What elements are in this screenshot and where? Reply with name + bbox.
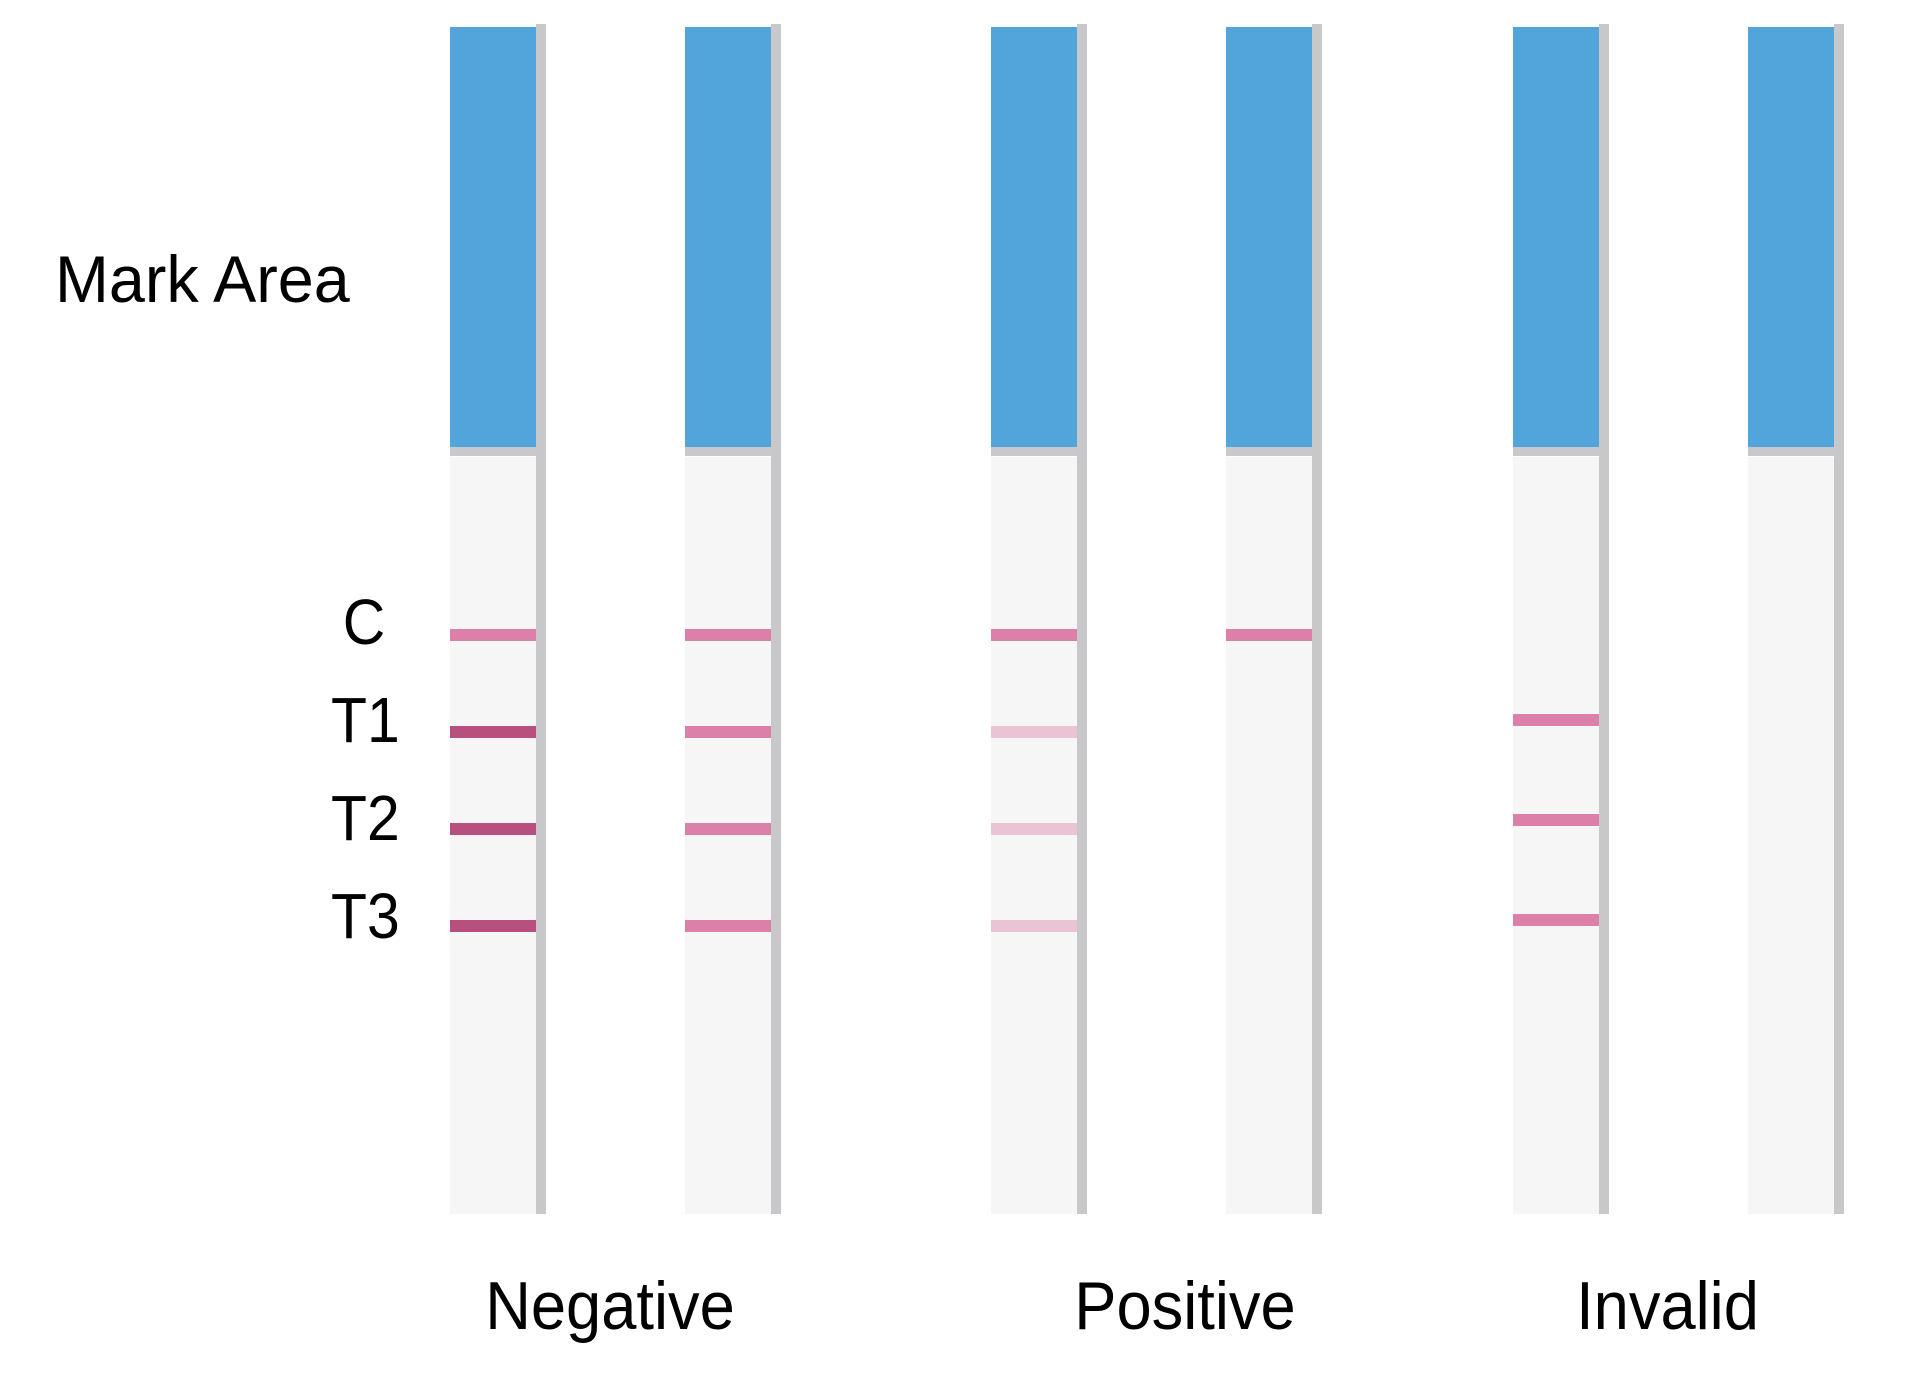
test-strip bbox=[450, 24, 546, 1214]
mark-area-label: Mark Area bbox=[55, 242, 350, 316]
result-line-t2 bbox=[991, 823, 1077, 835]
mark-area bbox=[1748, 27, 1834, 447]
result-line-t1 bbox=[450, 726, 536, 738]
result-line-c bbox=[450, 629, 536, 641]
result-line-t3 bbox=[991, 920, 1077, 932]
mark-area bbox=[685, 27, 771, 447]
result-line-c bbox=[685, 629, 771, 641]
group-label-invalid: Invalid bbox=[1576, 1268, 1759, 1344]
mark-area-separator bbox=[1513, 447, 1599, 456]
mark-area bbox=[450, 27, 536, 447]
test-strip bbox=[1513, 24, 1609, 1214]
group-label-negative: Negative bbox=[485, 1268, 735, 1344]
strip-edge bbox=[1312, 24, 1322, 1214]
result-line-t2 bbox=[1513, 814, 1599, 826]
result-line-t1 bbox=[685, 726, 771, 738]
strip-body bbox=[450, 457, 536, 1214]
result-line-t2 bbox=[685, 823, 771, 835]
group-label-positive: Positive bbox=[1074, 1268, 1296, 1344]
mark-area-separator bbox=[1748, 447, 1834, 456]
strip-body bbox=[1226, 457, 1312, 1214]
strip-body bbox=[991, 457, 1077, 1214]
test-strip bbox=[1748, 24, 1844, 1214]
mark-area-separator bbox=[1226, 447, 1312, 456]
result-line-t2 bbox=[450, 823, 536, 835]
result-line-t1 bbox=[991, 726, 1077, 738]
mark-area bbox=[1226, 27, 1312, 447]
test-strip bbox=[991, 24, 1087, 1214]
test-line-2-label: T2 bbox=[331, 782, 400, 854]
mark-area bbox=[1513, 27, 1599, 447]
control-line-label: C bbox=[342, 586, 385, 658]
test-line-1-label: T1 bbox=[331, 684, 400, 756]
strip-edge bbox=[771, 24, 781, 1214]
strip-body bbox=[685, 457, 771, 1214]
mark-area-separator bbox=[991, 447, 1077, 456]
strip-body bbox=[1748, 457, 1834, 1214]
strip-edge bbox=[1077, 24, 1087, 1214]
result-line-c bbox=[1226, 629, 1312, 641]
test-line-3-label: T3 bbox=[331, 880, 400, 952]
mark-area-separator bbox=[685, 447, 771, 456]
strip-edge bbox=[1834, 24, 1844, 1214]
result-line-t3 bbox=[1513, 914, 1599, 926]
result-line-c bbox=[991, 629, 1077, 641]
mark-area bbox=[991, 27, 1077, 447]
strip-edge bbox=[536, 24, 546, 1214]
test-strip bbox=[1226, 24, 1322, 1214]
mark-area-separator bbox=[450, 447, 536, 456]
result-line-t1 bbox=[1513, 714, 1599, 726]
test-strip bbox=[685, 24, 781, 1214]
result-line-t3 bbox=[450, 920, 536, 932]
strip-body bbox=[1513, 457, 1599, 1214]
strip-edge bbox=[1599, 24, 1609, 1214]
result-line-t3 bbox=[685, 920, 771, 932]
